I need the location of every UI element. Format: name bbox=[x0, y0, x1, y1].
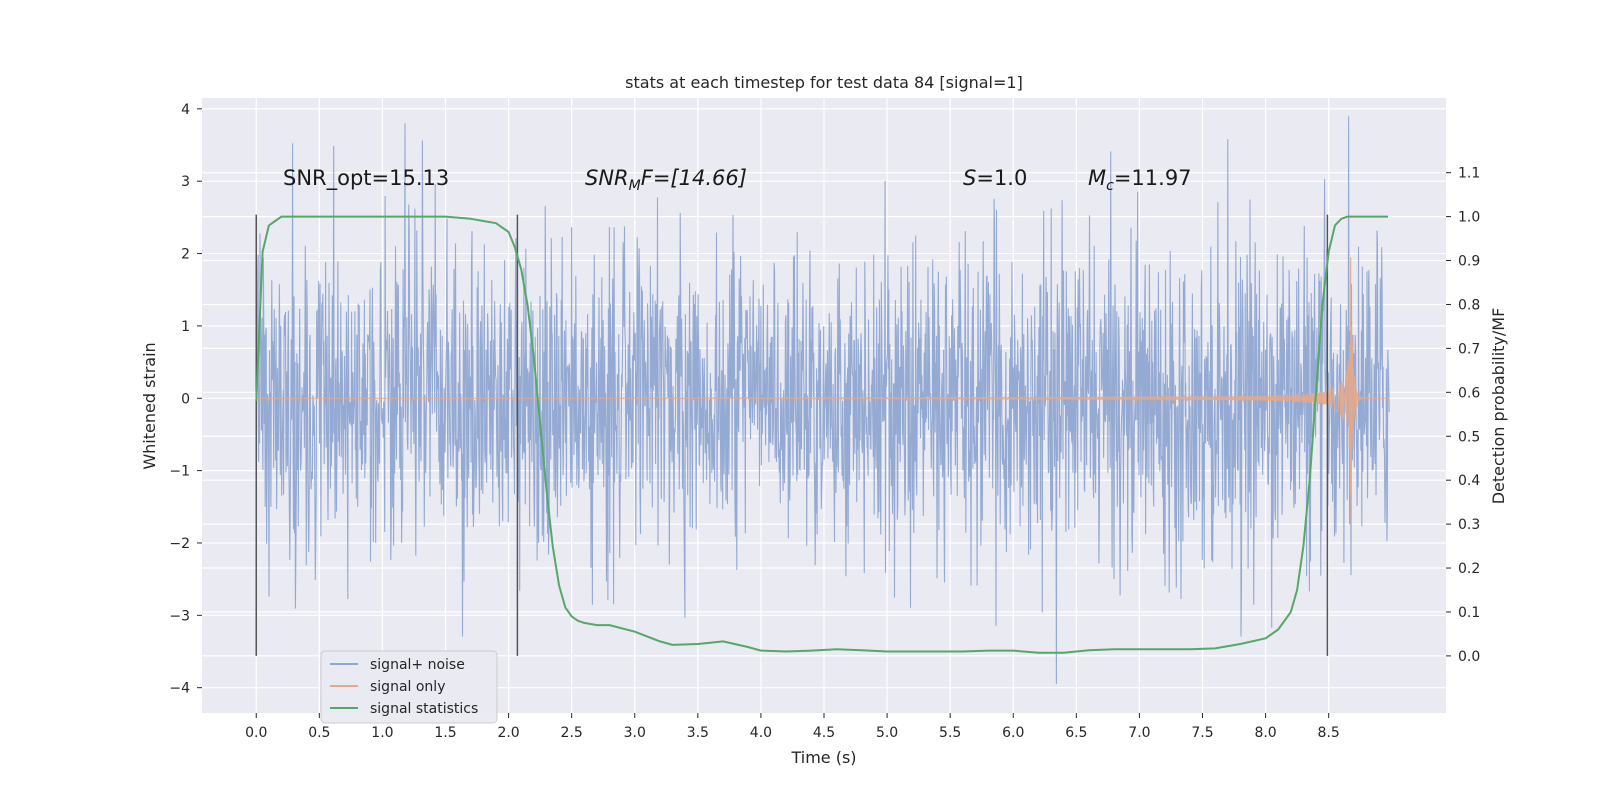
legend-label-signal-statistics: signal statistics bbox=[370, 701, 478, 717]
annotation-s-var: S bbox=[963, 166, 976, 190]
y-axis-left-ticks: 4 3 2 1 0 −1 −2 −3 −4 bbox=[169, 102, 202, 697]
legend: signal+ noise signal only signal statist… bbox=[320, 650, 498, 724]
annotation-mc-rest: =11.97 bbox=[1114, 166, 1192, 190]
y-left-tick-label-7: −3 bbox=[169, 608, 190, 624]
annotation-snr-mf-rest: F=[14.66] bbox=[641, 166, 747, 190]
x-tick-label-0: 0.0 bbox=[245, 725, 267, 741]
y-left-tick-label-8: −4 bbox=[169, 681, 190, 697]
y-axis-right-label: Detection probability/MF bbox=[1489, 308, 1508, 505]
annotation-s-rest: =1.0 bbox=[976, 166, 1027, 190]
x-tick-label-5: 2.5 bbox=[561, 725, 583, 741]
y-right-tick-label-10: 0.1 bbox=[1458, 605, 1480, 621]
series-signal-statistics bbox=[255, 215, 1388, 654]
x-tick-label-11: 5.5 bbox=[939, 725, 961, 741]
y-left-tick-label-6: −2 bbox=[169, 536, 190, 552]
annotation-snr-mf-sub: M bbox=[629, 178, 641, 194]
y-right-tick-label-1: 1.0 bbox=[1458, 210, 1480, 226]
annotation-snr-mf: SNRMF=[14.66] bbox=[585, 166, 747, 194]
x-tick-label-3: 1.5 bbox=[434, 725, 456, 741]
legend-label-signal-noise: signal+ noise bbox=[370, 657, 465, 673]
annotation-mc-sub: c bbox=[1106, 178, 1114, 194]
x-tick-label-10: 5.0 bbox=[876, 725, 898, 741]
y-axis-right-ticks: 1.1 1.0 0.9 0.8 0.7 0.6 0.5 0.4 0.3 0.2 0.1 0.0 bbox=[1446, 166, 1480, 665]
x-axis-label: Time (s) bbox=[790, 748, 856, 767]
series-signal-noise bbox=[255, 116, 1390, 685]
annotation-mc: Mc=11.97 bbox=[1088, 166, 1192, 194]
x-tick-label-15: 7.5 bbox=[1191, 725, 1213, 741]
x-tick-label-16: 8.0 bbox=[1254, 725, 1276, 741]
y-right-tick-label-9: 0.2 bbox=[1458, 561, 1480, 577]
annotation-mc-var: M bbox=[1088, 166, 1106, 190]
annotation-snr-opt: SNR_opt=15.13 bbox=[283, 166, 449, 191]
y-axis-left-label: Whitened strain bbox=[140, 342, 159, 469]
x-tick-label-1: 0.5 bbox=[308, 725, 330, 741]
y-left-tick-label-1: 3 bbox=[181, 174, 190, 190]
annotation-s: S=1.0 bbox=[963, 166, 1027, 190]
annotation-snr-mf-var: SNR bbox=[585, 166, 629, 190]
y-right-tick-label-0: 1.1 bbox=[1458, 166, 1480, 182]
x-tick-label-9: 4.5 bbox=[813, 725, 835, 741]
y-right-tick-label-5: 0.6 bbox=[1458, 385, 1480, 401]
y-right-tick-label-3: 0.8 bbox=[1458, 297, 1480, 313]
y-left-tick-label-2: 2 bbox=[181, 247, 190, 263]
y-right-tick-label-7: 0.4 bbox=[1458, 473, 1480, 489]
y-right-tick-label-8: 0.3 bbox=[1458, 517, 1480, 533]
legend-box bbox=[320, 650, 498, 724]
signal-only-line bbox=[256, 257, 1390, 524]
y-left-tick-label-0: 4 bbox=[181, 102, 190, 118]
x-tick-label-12: 6.0 bbox=[1002, 725, 1024, 741]
y-left-tick-label-4: 0 bbox=[181, 391, 190, 407]
signal-statistics-line bbox=[255, 215, 1388, 654]
x-tick-label-14: 7.0 bbox=[1128, 725, 1150, 741]
chart-title: stats at each timestep for test data 84 … bbox=[625, 73, 1023, 92]
y-right-tick-label-11: 0.0 bbox=[1458, 649, 1480, 665]
x-tick-label-17: 8.5 bbox=[1318, 725, 1340, 741]
y-right-tick-label-2: 0.9 bbox=[1458, 254, 1480, 270]
x-tick-label-2: 1.0 bbox=[371, 725, 393, 741]
x-tick-label-13: 6.5 bbox=[1065, 725, 1087, 741]
y-right-tick-label-4: 0.7 bbox=[1458, 341, 1480, 357]
signal-noise-line bbox=[255, 116, 1390, 685]
series-signal-only bbox=[256, 257, 1390, 524]
x-axis-ticks: 0.0 0.5 1.0 1.5 2.0 2.5 3.0 3.5 4.0 4.5 5.0 5.5 6.0 6… bbox=[245, 713, 1340, 741]
legend-label-signal-only: signal only bbox=[370, 679, 445, 695]
x-tick-label-8: 4.0 bbox=[750, 725, 772, 741]
y-right-tick-label-6: 0.5 bbox=[1458, 429, 1480, 445]
x-tick-label-4: 2.0 bbox=[497, 725, 519, 741]
x-tick-label-7: 3.5 bbox=[687, 725, 709, 741]
vertical-markers bbox=[255, 214, 1329, 656]
y-left-tick-label-5: −1 bbox=[169, 464, 190, 480]
y-left-tick-label-3: 1 bbox=[181, 319, 190, 335]
x-tick-label-6: 3.0 bbox=[624, 725, 646, 741]
